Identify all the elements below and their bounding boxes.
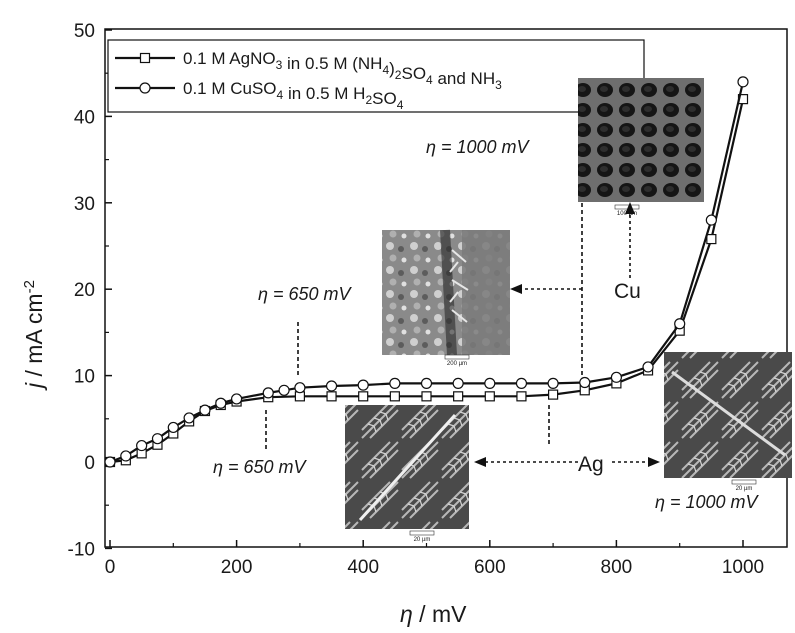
y-axis-unit: / mA cm xyxy=(21,293,47,382)
data-point-circle xyxy=(452,377,464,389)
scale-bar-ag-1000: 20 µm xyxy=(736,486,753,492)
y-axis-title: j / mA cm-2 xyxy=(21,280,47,391)
data-point-square xyxy=(547,389,559,400)
data-point-square xyxy=(326,391,337,402)
x-axis-unit: / mV xyxy=(413,601,467,627)
data-point-square xyxy=(484,391,495,402)
y-tick-label: -10 xyxy=(68,539,95,560)
data-point-square xyxy=(389,391,400,402)
data-point-square xyxy=(516,391,527,402)
sem-image-cu-1000: 100 µm xyxy=(578,78,704,217)
legend-label-0: 0.1 M AgNO3 in 0.5 M (NH4)2SO4 and NH3 xyxy=(183,49,502,92)
label-ag-1000mv: η = 1000 mV xyxy=(655,492,760,512)
data-point-circle xyxy=(215,397,227,409)
x-axis-title: η / mV xyxy=(400,601,467,627)
series-layer xyxy=(104,76,749,468)
label-cu-650mv: η = 650 mV xyxy=(258,284,353,304)
data-point-circle xyxy=(674,318,686,330)
x-axis-symbol: η xyxy=(400,601,413,627)
data-point-circle xyxy=(420,377,433,389)
label-ag: Ag xyxy=(578,453,604,476)
data-point-circle xyxy=(136,439,148,452)
scale-bar-ag-650: 20 µm xyxy=(414,537,431,543)
data-point-circle xyxy=(705,214,717,226)
y-axis-symbol: j xyxy=(21,382,47,391)
data-point-circle xyxy=(183,412,195,424)
data-point-circle xyxy=(120,450,132,462)
data-point-circle xyxy=(231,393,243,405)
label-cu: Cu xyxy=(614,280,641,303)
data-point-circle xyxy=(610,371,623,383)
data-point-circle xyxy=(357,379,369,391)
data-point-circle xyxy=(278,384,290,396)
arrow-ag-right xyxy=(648,457,660,467)
data-point-square xyxy=(706,233,717,245)
data-point-square xyxy=(453,391,464,402)
arrow-cu-up xyxy=(625,202,635,214)
arrow-ag-left xyxy=(474,457,486,467)
x-tick-label: 800 xyxy=(601,557,633,578)
legend-label-1: 0.1 M CuSO4 in 0.5 M H2SO4 xyxy=(183,79,404,112)
sem-image-ag-650: 20 µm xyxy=(345,405,469,543)
annotation-guides xyxy=(265,200,652,463)
x-tick-label: 200 xyxy=(221,557,253,578)
y-axis-unit-superscript: -2 xyxy=(21,280,38,293)
y-tick-label: 10 xyxy=(74,367,95,388)
data-point-square xyxy=(358,391,369,402)
data-point-circle xyxy=(579,376,591,389)
data-point-circle xyxy=(389,377,401,389)
y-tick-label: 40 xyxy=(74,107,95,128)
data-point-circle xyxy=(642,361,654,373)
legend: 0.1 M AgNO3 in 0.5 M (NH4)2SO4 and NH30.… xyxy=(107,39,645,113)
label-cu-1000mv: η = 1000 mV xyxy=(426,137,531,157)
y-tick-label: 30 xyxy=(74,194,95,215)
legend-marker-circle xyxy=(139,82,151,94)
legend-box xyxy=(107,39,645,113)
label-ag-650mv: η = 650 mV xyxy=(213,457,308,477)
x-tick-label: 1000 xyxy=(722,557,764,578)
sem-image-ag-1000: 20 µm xyxy=(664,352,792,492)
data-point-circle xyxy=(484,377,496,389)
data-point-circle xyxy=(151,433,164,445)
sem-image-cu-650: 200 µm xyxy=(382,229,510,367)
data-point-circle xyxy=(104,456,116,468)
axis-ticks: 0 200 400 600 800 1000 -10 0 10 20 30 40 50 xyxy=(68,21,765,578)
x-tick-label: 400 xyxy=(347,557,379,578)
scale-bar-cu-650: 200 µm xyxy=(447,361,467,367)
x-tick-label: 0 xyxy=(105,557,116,578)
annotation-arrowheads xyxy=(474,202,660,467)
data-point-circle xyxy=(262,387,274,399)
x-tick-label: 600 xyxy=(474,557,506,578)
data-point-circle xyxy=(737,76,749,88)
y-tick-label: 20 xyxy=(74,280,95,301)
data-point-circle xyxy=(547,377,559,389)
data-point-circle xyxy=(167,421,179,434)
legend-marker-square xyxy=(139,52,151,64)
y-tick-label: 50 xyxy=(74,21,95,42)
data-point-circle xyxy=(199,404,211,416)
plot-area-frame xyxy=(104,28,788,548)
data-point-square xyxy=(421,391,432,402)
arrow-cu-left xyxy=(510,284,522,294)
data-point-circle xyxy=(294,382,306,394)
data-point-circle xyxy=(325,380,338,392)
data-point-circle xyxy=(515,377,528,389)
y-tick-label: 0 xyxy=(84,453,95,474)
